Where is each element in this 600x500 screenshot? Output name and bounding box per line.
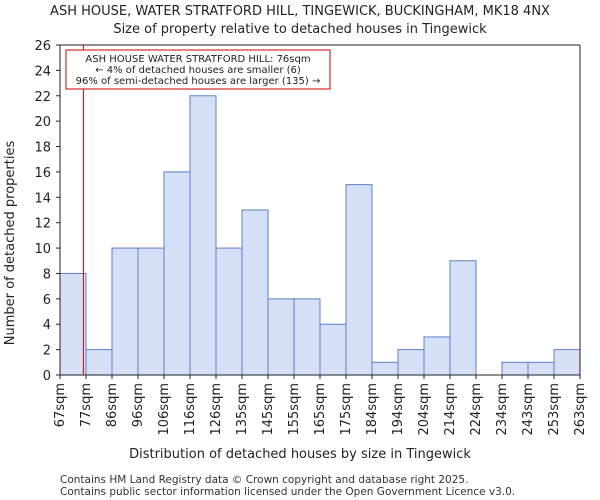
x-ticks: 67sqm 77sqm 86sqm 96sqm 106sqm 116sqm 126sqm 13… [53, 375, 588, 436]
bar-204sqm [423, 336, 451, 376]
x-tick-label: 106sqm [157, 383, 172, 436]
bar-135sqm [241, 209, 269, 376]
annotation-border [65, 49, 331, 90]
bar-126sqm [215, 247, 243, 376]
x-tick-label: 243sqm [521, 383, 536, 436]
x-tick-label: 77sqm [79, 383, 94, 427]
x-tick-label: 165sqm [313, 383, 328, 436]
y-tick-label: 14 [34, 191, 51, 206]
y-tick-label: 16 [34, 166, 51, 181]
bars [59, 95, 581, 376]
bar-67sqm [59, 272, 87, 376]
x-tick-label: 116sqm [183, 383, 198, 436]
bar-106sqm [163, 171, 191, 376]
y-tick-label: 4 [43, 318, 51, 333]
bar-155sqm [293, 298, 321, 376]
y-tick-label: 6 [43, 293, 51, 308]
footer-line-2: Contains public sector information licen… [60, 486, 515, 498]
x-tick-label: 155sqm [287, 383, 302, 436]
annotation-line-2: ← 4% of detached houses are smaller (6) [95, 65, 301, 76]
y-tick-label: 22 [34, 90, 51, 105]
y-tick-label: 20 [34, 115, 51, 130]
x-tick-label: 253sqm [547, 383, 562, 436]
chart-title: ASH HOUSE, WATER STRATFORD HILL, TINGEWI… [50, 4, 550, 19]
bar-184sqm [371, 361, 399, 376]
y-tick-label: 0 [43, 369, 51, 384]
x-tick-label: 126sqm [209, 383, 224, 436]
bar-86sqm [111, 247, 139, 376]
bar-96sqm [137, 247, 165, 376]
bar-77sqm [85, 349, 113, 376]
x-tick-label: 234sqm [495, 383, 510, 436]
x-tick-label: 184sqm [365, 383, 380, 436]
x-tick-label: 67sqm [53, 383, 68, 427]
y-axis-label: Number of detached properties [3, 141, 18, 346]
footer-line-1: Contains HM Land Registry data © Crown c… [60, 474, 468, 486]
bar-253sqm [553, 349, 581, 376]
x-tick-label: 145sqm [261, 383, 276, 436]
x-axis-label: Distribution of detached houses by size … [129, 447, 471, 462]
x-tick-label: 224sqm [469, 383, 484, 436]
y-tick-label: 2 [43, 344, 51, 359]
x-tick-label: 214sqm [443, 383, 458, 436]
bar-116sqm [189, 95, 217, 376]
annotation-line-3: 96% of semi-detached houses are larger (… [76, 76, 321, 87]
chart-subtitle: Size of property relative to detached ho… [113, 22, 487, 37]
bar-165sqm [319, 323, 347, 376]
bar-145sqm [267, 298, 295, 376]
bar-234sqm [501, 361, 529, 376]
y-tick-label: 26 [34, 39, 51, 54]
annotation-line-1: ASH HOUSE WATER STRATFORD HILL: 76sqm [85, 54, 310, 65]
bar-214sqm [449, 260, 477, 376]
y-tick-label: 18 [34, 141, 51, 156]
y-tick-label: 12 [34, 217, 51, 232]
y-tick-label: 24 [34, 64, 51, 79]
bar-175sqm [345, 184, 373, 376]
annotation-box: ASH HOUSE WATER STRATFORD HILL: 76sqm ← … [65, 49, 331, 90]
x-tick-label: 263sqm [573, 383, 588, 436]
bar-194sqm [397, 349, 425, 376]
bar-243sqm [527, 361, 555, 376]
x-tick-label: 86sqm [105, 383, 120, 427]
x-tick-label: 204sqm [417, 383, 432, 436]
x-tick-label: 175sqm [339, 383, 354, 436]
x-tick-label: 194sqm [391, 383, 406, 436]
x-tick-label: 135sqm [235, 383, 250, 436]
y-tick-label: 10 [34, 242, 51, 257]
x-tick-label: 96sqm [131, 383, 146, 427]
y-tick-label: 8 [43, 267, 51, 282]
